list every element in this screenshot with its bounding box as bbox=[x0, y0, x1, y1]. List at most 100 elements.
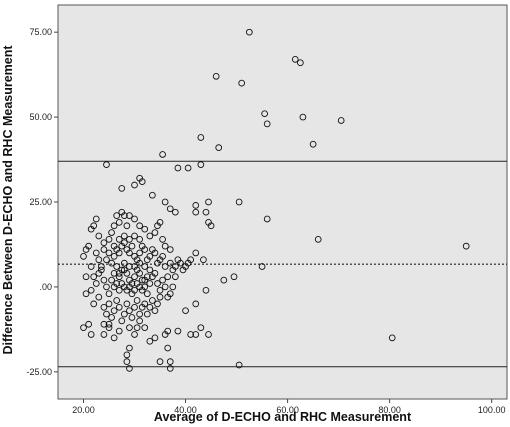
data-point bbox=[100, 246, 108, 253]
data-point bbox=[115, 219, 123, 226]
data-point bbox=[136, 269, 143, 277]
data-point bbox=[131, 331, 138, 338]
data-point bbox=[131, 286, 138, 294]
y-tick-label: -25.00 bbox=[26, 367, 52, 377]
y-tick-label: 25.00 bbox=[29, 197, 52, 207]
data-point bbox=[87, 263, 95, 270]
data-point bbox=[156, 293, 164, 301]
data-point bbox=[149, 191, 156, 199]
data-point bbox=[110, 307, 118, 315]
data-point bbox=[235, 361, 243, 369]
data-point bbox=[197, 134, 205, 141]
data-point bbox=[90, 273, 98, 281]
data-point bbox=[172, 208, 179, 216]
data-point bbox=[115, 327, 123, 335]
data-point bbox=[100, 331, 108, 338]
data-point bbox=[151, 229, 159, 236]
data-point bbox=[161, 263, 169, 270]
data-point bbox=[105, 300, 113, 308]
data-point bbox=[192, 208, 200, 216]
data-point bbox=[110, 222, 118, 230]
data-point bbox=[166, 358, 174, 365]
data-point bbox=[92, 249, 100, 257]
data-point bbox=[115, 249, 123, 257]
data-point bbox=[159, 236, 166, 243]
data-point bbox=[118, 317, 126, 325]
data-point bbox=[87, 286, 95, 294]
data-point bbox=[120, 310, 128, 318]
x-axis-title: Average of D-ECHO and RHC Measurement bbox=[154, 410, 412, 424]
data-point bbox=[92, 215, 100, 223]
data-point bbox=[156, 358, 164, 365]
data-point bbox=[120, 232, 128, 240]
data-point bbox=[141, 246, 149, 253]
data-point bbox=[159, 276, 166, 284]
data-point bbox=[156, 286, 164, 294]
data-point bbox=[235, 198, 243, 206]
data-point bbox=[314, 236, 322, 243]
data-point bbox=[172, 273, 179, 281]
data-point bbox=[184, 164, 192, 172]
data-point bbox=[146, 303, 154, 311]
data-point bbox=[115, 273, 123, 281]
data-point bbox=[202, 208, 210, 216]
data-point bbox=[123, 300, 131, 308]
data-point bbox=[103, 256, 110, 264]
data-point bbox=[90, 300, 98, 308]
data-point bbox=[113, 297, 121, 304]
data-point bbox=[105, 290, 113, 298]
data-point bbox=[126, 212, 133, 219]
data-point bbox=[105, 320, 113, 328]
data-point bbox=[169, 283, 177, 291]
data-point bbox=[141, 225, 149, 233]
data-point bbox=[87, 331, 95, 338]
data-point bbox=[133, 324, 141, 332]
data-point bbox=[82, 273, 90, 281]
data-point bbox=[192, 300, 200, 308]
data-point bbox=[108, 229, 115, 236]
data-point bbox=[164, 273, 172, 281]
data-point bbox=[113, 280, 121, 287]
data-point bbox=[143, 310, 151, 318]
data-point bbox=[126, 324, 133, 332]
data-point bbox=[115, 269, 123, 277]
data-point bbox=[136, 259, 143, 267]
data-point bbox=[95, 256, 103, 264]
data-point bbox=[131, 273, 138, 281]
data-point bbox=[80, 252, 87, 260]
data-point bbox=[108, 276, 115, 284]
data-point bbox=[337, 117, 345, 124]
data-point bbox=[118, 185, 126, 192]
data-point bbox=[105, 324, 113, 332]
data-point bbox=[115, 286, 123, 294]
data-point bbox=[131, 181, 138, 189]
data-point bbox=[103, 310, 110, 318]
data-point bbox=[177, 259, 184, 267]
data-point bbox=[98, 263, 105, 270]
data-point bbox=[197, 324, 205, 332]
data-point bbox=[138, 276, 146, 284]
data-point bbox=[202, 286, 210, 294]
data-points bbox=[80, 28, 470, 372]
data-point bbox=[136, 317, 143, 325]
data-point bbox=[263, 120, 271, 128]
data-point bbox=[133, 297, 141, 304]
data-point bbox=[151, 307, 159, 315]
data-point bbox=[100, 320, 108, 328]
data-point bbox=[230, 273, 238, 281]
data-point bbox=[297, 59, 304, 67]
data-point bbox=[174, 327, 182, 335]
data-point bbox=[128, 314, 136, 321]
data-point bbox=[128, 242, 136, 250]
data-point bbox=[291, 55, 299, 63]
data-point bbox=[161, 198, 169, 206]
data-point bbox=[113, 263, 121, 270]
data-point bbox=[192, 331, 200, 338]
data-point bbox=[245, 28, 253, 36]
data-point bbox=[120, 212, 128, 219]
data-point bbox=[159, 252, 166, 260]
x-axis-ticks: 20.00 40.00 60.00 80.00 100.00 bbox=[72, 399, 505, 415]
data-point bbox=[154, 300, 161, 308]
data-point bbox=[161, 331, 169, 338]
